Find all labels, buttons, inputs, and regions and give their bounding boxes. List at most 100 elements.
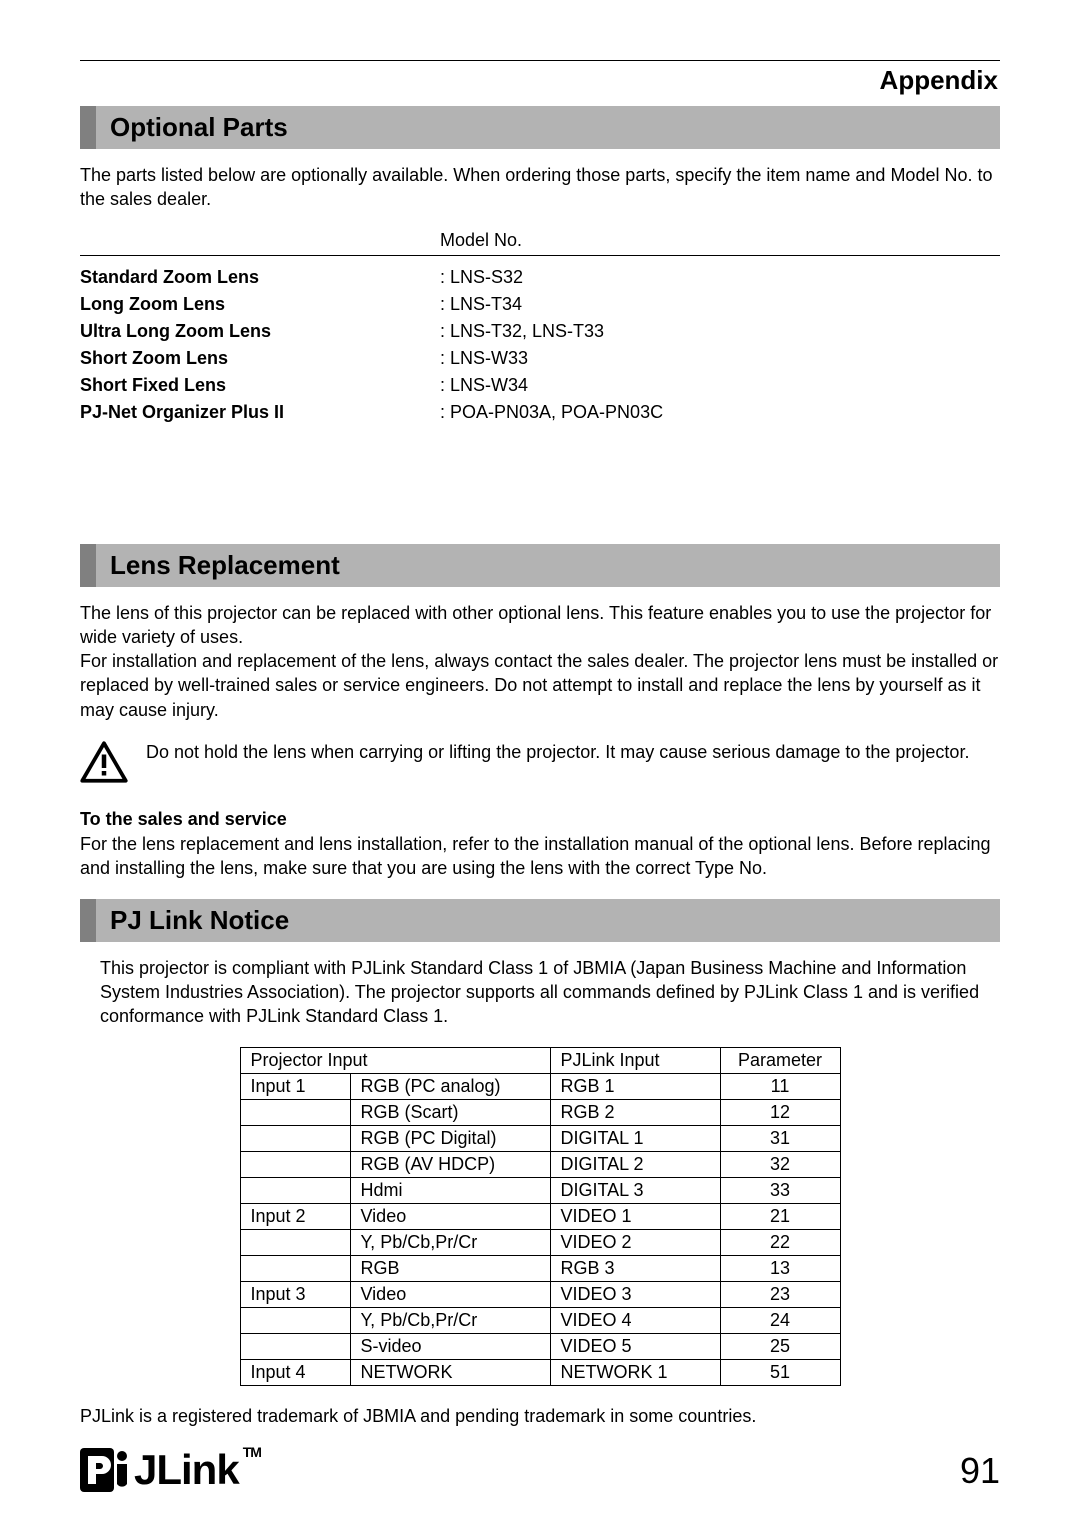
pjlink-cell-param: 21 — [720, 1203, 840, 1229]
pjlink-cell-pjinput: VIDEO 1 — [550, 1203, 720, 1229]
section-title-lens-replacement: Lens Replacement — [80, 544, 1000, 587]
pjlink-cell-param: 33 — [720, 1177, 840, 1203]
lens-para2: For installation and replacement of the … — [80, 649, 1000, 722]
pjlink-table-row: RGB (AV HDCP)DIGITAL 232 — [240, 1151, 840, 1177]
pjlink-table: Projector Input PJLink Input Parameter I… — [240, 1047, 841, 1386]
pjlink-cell-signal: RGB (Scart) — [350, 1099, 550, 1125]
pjlink-header-pjlink-input: PJLink Input — [550, 1047, 720, 1073]
pjlink-cell-param: 25 — [720, 1333, 840, 1359]
pjlink-cell-pjinput: DIGITAL 3 — [550, 1177, 720, 1203]
top-rule — [80, 60, 1000, 61]
section-title-optional-parts: Optional Parts — [80, 106, 1000, 149]
pjlink-logo: JLink TM — [80, 1446, 1000, 1494]
pjlink-cell-signal: RGB (PC Digital) — [350, 1125, 550, 1151]
pjlink-cell-input: Input 4 — [240, 1359, 350, 1385]
pjlink-table-row: Input 4NETWORKNETWORK 151 — [240, 1359, 840, 1385]
pjlink-cell-param: 24 — [720, 1307, 840, 1333]
pjlink-cell-param: 23 — [720, 1281, 840, 1307]
pjlink-cell-pjinput: NETWORK 1 — [550, 1359, 720, 1385]
pjlink-logo-text: JLink — [134, 1446, 239, 1494]
pjlink-cell-signal: NETWORK — [350, 1359, 550, 1385]
pjlink-cell-input — [240, 1255, 350, 1281]
pjlink-cell-signal: RGB — [350, 1255, 550, 1281]
pjlink-cell-signal: Hdmi — [350, 1177, 550, 1203]
section-title-pjlink: PJ Link Notice — [80, 899, 1000, 942]
parts-row-label: Short Fixed Lens — [80, 372, 440, 399]
pjlink-intro: This projector is compliant with PJLink … — [100, 956, 1000, 1029]
parts-header-modelno: Model No. — [440, 230, 1000, 251]
parts-row: Short Fixed Lens: LNS-W34 — [80, 372, 1000, 399]
pjlink-table-row: HdmiDIGITAL 333 — [240, 1177, 840, 1203]
pjlink-header-parameter: Parameter — [720, 1047, 840, 1073]
parts-row-value: : LNS-S32 — [440, 264, 1000, 291]
warning-icon — [80, 740, 128, 789]
pjlink-table-row: Input 1RGB (PC analog)RGB 111 — [240, 1073, 840, 1099]
pjlink-cell-input — [240, 1099, 350, 1125]
pjlink-cell-signal: Y, Pb/Cb,Pr/Cr — [350, 1229, 550, 1255]
pjlink-cell-input — [240, 1125, 350, 1151]
parts-row-value: : POA-PN03A, POA-PN03C — [440, 399, 1000, 426]
parts-row: PJ-Net Organizer Plus II: POA-PN03A, POA… — [80, 399, 1000, 426]
pjlink-cell-input: Input 3 — [240, 1281, 350, 1307]
pjlink-cell-signal: Video — [350, 1281, 550, 1307]
parts-row: Long Zoom Lens: LNS-T34 — [80, 291, 1000, 318]
pjlink-cell-signal: Video — [350, 1203, 550, 1229]
pjlink-cell-pjinput: VIDEO 5 — [550, 1333, 720, 1359]
pjlink-cell-pjinput: RGB 1 — [550, 1073, 720, 1099]
warning-row: Do not hold the lens when carrying or li… — [80, 740, 1000, 789]
parts-header-empty — [80, 230, 440, 251]
parts-row-label: Long Zoom Lens — [80, 291, 440, 318]
pjlink-cell-signal: Y, Pb/Cb,Pr/Cr — [350, 1307, 550, 1333]
sales-service-body: For the lens replacement and lens instal… — [80, 832, 1000, 881]
parts-row: Ultra Long Zoom Lens: LNS-T32, LNS-T33 — [80, 318, 1000, 345]
pjlink-cell-param: 31 — [720, 1125, 840, 1151]
pjlink-cell-pjinput: DIGITAL 2 — [550, 1151, 720, 1177]
parts-row-value: : LNS-W33 — [440, 345, 1000, 372]
pjlink-table-row: Y, Pb/Cb,Pr/CrVIDEO 424 — [240, 1307, 840, 1333]
pjlink-table-row: Y, Pb/Cb,Pr/CrVIDEO 222 — [240, 1229, 840, 1255]
parts-row-label: Standard Zoom Lens — [80, 264, 440, 291]
pjlink-logo-tm: TM — [243, 1444, 261, 1460]
pjlink-cell-input: Input 2 — [240, 1203, 350, 1229]
pjlink-cell-input — [240, 1307, 350, 1333]
pjlink-cell-input — [240, 1177, 350, 1203]
pjlink-header-projector-input: Projector Input — [240, 1047, 550, 1073]
pjlink-cell-pjinput: VIDEO 2 — [550, 1229, 720, 1255]
parts-row-label: Short Zoom Lens — [80, 345, 440, 372]
parts-row-value: : LNS-T32, LNS-T33 — [440, 318, 1000, 345]
pjlink-cell-input — [240, 1229, 350, 1255]
pjlink-cell-param: 11 — [720, 1073, 840, 1099]
pjlink-cell-param: 13 — [720, 1255, 840, 1281]
pjlink-table-row: Input 3VideoVIDEO 323 — [240, 1281, 840, 1307]
parts-row-label: Ultra Long Zoom Lens — [80, 318, 440, 345]
pjlink-cell-pjinput: VIDEO 3 — [550, 1281, 720, 1307]
pjlink-cell-param: 12 — [720, 1099, 840, 1125]
parts-row-value: : LNS-T34 — [440, 291, 1000, 318]
appendix-label: Appendix — [80, 65, 1000, 96]
warning-text: Do not hold the lens when carrying or li… — [146, 740, 1000, 764]
sales-service-head: To the sales and service — [80, 809, 1000, 830]
pjlink-cell-signal: RGB (AV HDCP) — [350, 1151, 550, 1177]
page-root: Appendix Optional Parts The parts listed… — [0, 0, 1080, 1534]
pjlink-cell-input: Input 1 — [240, 1073, 350, 1099]
parts-row-value: : LNS-W34 — [440, 372, 1000, 399]
pjlink-table-row: RGB (Scart)RGB 212 — [240, 1099, 840, 1125]
pjlink-table-row: Input 2VideoVIDEO 121 — [240, 1203, 840, 1229]
pjlink-logo-icon — [80, 1448, 132, 1492]
pjlink-cell-param: 51 — [720, 1359, 840, 1385]
pjlink-cell-signal: RGB (PC analog) — [350, 1073, 550, 1099]
pjlink-table-row: RGB (PC Digital)DIGITAL 131 — [240, 1125, 840, 1151]
pjlink-cell-input — [240, 1151, 350, 1177]
pjlink-cell-pjinput: DIGITAL 1 — [550, 1125, 720, 1151]
pjlink-table-header: Projector Input PJLink Input Parameter — [240, 1047, 840, 1073]
parts-row: Standard Zoom Lens: LNS-S32 — [80, 264, 1000, 291]
pjlink-table-row: S-videoVIDEO 525 — [240, 1333, 840, 1359]
page-number: 91 — [960, 1450, 1000, 1492]
pjlink-cell-input — [240, 1333, 350, 1359]
pjlink-cell-param: 22 — [720, 1229, 840, 1255]
pjlink-table-row: RGBRGB 313 — [240, 1255, 840, 1281]
lens-para1: The lens of this projector can be replac… — [80, 601, 1000, 650]
parts-header-row: Model No. — [80, 230, 1000, 256]
parts-row-label: PJ-Net Organizer Plus II — [80, 399, 440, 426]
pjlink-cell-pjinput: RGB 3 — [550, 1255, 720, 1281]
